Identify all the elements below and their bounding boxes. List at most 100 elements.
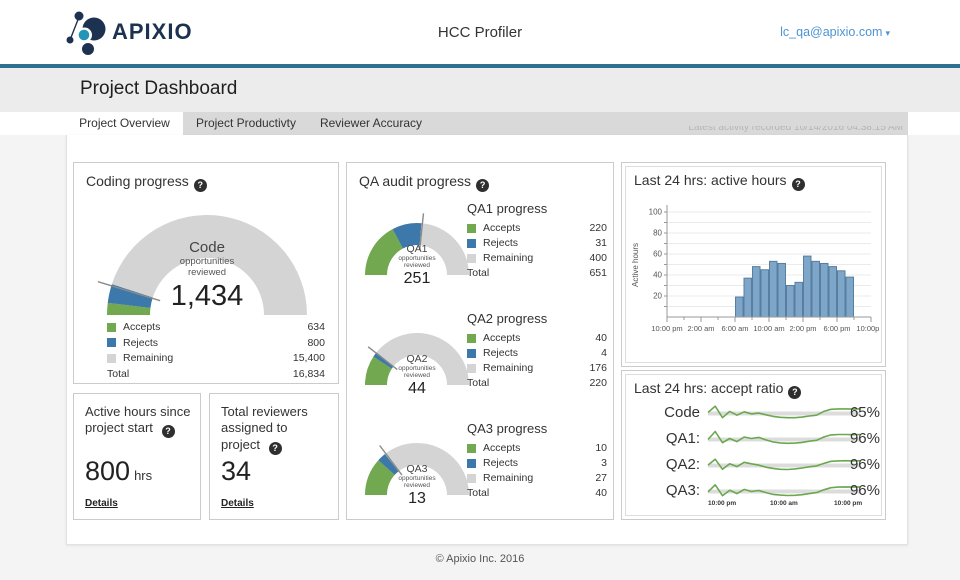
coding-gauge-center: Code opportunities reviewed 1,434 (170, 239, 244, 313)
qa3-gauge-chart (365, 443, 469, 495)
accept-ratio-panel: Last 24 hrs: accept ratio? Code 65% QA1:… (621, 370, 886, 520)
tab-strip: Project Overview Project Productivty Rev… (66, 112, 908, 135)
legend-row-total: Total 651 (467, 267, 607, 279)
qa1-gauge-chart (365, 213, 469, 275)
svg-text:2:00 pm: 2:00 pm (789, 324, 816, 333)
qa2-legend: QA2 progress Accepts 40 Rejects 4 Remainin… (467, 311, 607, 389)
legend-row-total: Total 40 (467, 487, 607, 499)
help-icon[interactable]: ? (791, 178, 805, 191)
rejects-swatch (467, 238, 476, 248)
legend-row-rejects: Rejects 4 (467, 347, 607, 359)
details-link[interactable]: Details (221, 498, 254, 509)
svg-text:10:00 am: 10:00 am (753, 324, 784, 333)
qa3-row: QA3 opportunities reviewed 13 QA3 progre… (355, 419, 607, 519)
legend-row-remaining: Remaining 15,400 (107, 352, 325, 364)
subheader-band: Project Dashboard (0, 68, 960, 112)
remaining-swatch (107, 353, 116, 363)
remaining-swatch (467, 473, 476, 483)
legend-row-accepts: Accepts 634 (107, 321, 325, 333)
svg-text:10:00 pm: 10:00 pm (651, 324, 682, 333)
active-hours-bar-chart: 20 40 60 80 100 10:00 pm 2:00 am 6:00 am 10:00 a… (631, 205, 879, 333)
help-icon[interactable]: ? (788, 386, 802, 399)
stat-title: Active hours since project start ? (85, 404, 191, 439)
legend-row-accepts: Accepts 40 (467, 332, 607, 344)
svg-text:60: 60 (653, 250, 662, 259)
code-sparkline (707, 405, 861, 419)
remaining-swatch (467, 363, 476, 373)
coding-progress-panel: Coding progress? Code opportunities revi… (73, 162, 339, 384)
qa2-gauge-chart (365, 333, 469, 385)
tab-row: Project Overview Project Productivty Rev… (0, 112, 960, 135)
caret-down-icon: ▾ (885, 28, 890, 38)
svg-text:6:00 am: 6:00 am (721, 324, 748, 333)
accepts-swatch (467, 223, 476, 233)
ratio-label: Code (664, 404, 700, 421)
svg-text:2:00 am: 2:00 am (687, 324, 714, 333)
ratio-value: 96% (849, 456, 880, 473)
tab-project-productivity[interactable]: Project Productivty (195, 116, 297, 130)
active-hours-stat-box: Active hours since project start ? 800 hr… (73, 393, 201, 520)
legend-row-remaining: Remaining 27 (467, 472, 607, 484)
coding-gauge-chart (97, 215, 307, 315)
qa3-sparkline (707, 484, 861, 497)
qa-audit-panel: QA audit progress? QA1 opportunities rev… (346, 162, 614, 520)
account-email: lc_qa@apixio.com (780, 25, 883, 39)
total-reviewers-stat-box: Total reviewers assigned to project ? 34… (209, 393, 339, 520)
qa3-legend: QA3 progress Accepts 10 Rejects 3 Remainin… (467, 421, 607, 499)
svg-text:40: 40 (653, 271, 662, 280)
brand-name: APIXIO (112, 19, 193, 44)
dashboard-content: Coding progress? Code opportunities revi… (66, 135, 908, 545)
ratio-value: 96% (849, 430, 880, 447)
apixio-logo-mark (66, 11, 106, 55)
ratio-row-qa2: QA2: 96% (632, 453, 880, 477)
legend-row-rejects: Rejects 3 (467, 457, 607, 469)
qa1-sparkline (707, 430, 861, 445)
ratio-row-code: Code 65% (632, 401, 880, 425)
qa1-legend: QA1 progress Accepts 220 Rejects 31 Remain… (467, 201, 607, 279)
copyright-footer: © Apixio Inc. 2016 (435, 553, 525, 565)
rejects-swatch (107, 338, 116, 347)
accepts-swatch (467, 333, 476, 343)
tab-reviewer-accuracy[interactable]: Reviewer Accuracy (319, 116, 423, 130)
remaining-swatch (467, 253, 476, 263)
qa2-sparkline (707, 458, 861, 471)
ratio-label: QA1: (665, 430, 700, 447)
ratio-value: 65% (849, 404, 880, 421)
clipped-refresh-line: Latest activity recorded 10/14/2016 04:3… (688, 126, 903, 132)
stat-title: Total reviewers assigned to project ? (221, 404, 308, 455)
svg-text:6:00 pm: 6:00 pm (823, 324, 850, 333)
svg-text:80: 80 (653, 229, 662, 238)
qa2-gauge-center: QA2 opportunities reviewed 44 (398, 353, 436, 398)
qa2-row: QA2 opportunities reviewed 44 QA2 progre… (355, 309, 607, 409)
apixio-logo: APIXIO (64, 8, 193, 56)
page-app-title: HCC Profiler (437, 24, 523, 41)
account-menu[interactable]: lc_qa@apixio.com ▾ (780, 25, 890, 39)
page-title: Project Dashboard (80, 78, 238, 99)
qa1-row: QA1 opportunities reviewed 251 QA1 progr… (355, 199, 607, 299)
stat-value: 800 hrs (85, 456, 153, 486)
coding-progress-title: Coding progress? (86, 173, 207, 192)
rejects-swatch (467, 458, 476, 468)
tab-project-overview[interactable]: Project Overview (66, 112, 183, 135)
accepts-swatch (467, 443, 476, 453)
help-icon[interactable]: ? (193, 179, 207, 192)
help-icon[interactable]: ? (268, 441, 282, 455)
svg-text:20: 20 (653, 292, 662, 301)
legend-row-remaining: Remaining 176 (467, 362, 607, 374)
details-link[interactable]: Details (85, 498, 118, 509)
rejects-swatch (467, 348, 476, 358)
app-header: APIXIO HCC Profiler lc_qa@apixio.com ▾ (0, 0, 960, 64)
help-icon[interactable]: ? (161, 425, 175, 439)
qa-audit-title: QA audit progress? (359, 173, 490, 192)
accepts-swatch (107, 322, 116, 332)
legend-row-remaining: Remaining 400 (467, 252, 607, 264)
legend-row-accepts: Accepts 10 (467, 442, 607, 454)
help-icon[interactable]: ? (476, 179, 490, 192)
legend-row-total: Total 220 (467, 377, 607, 389)
coding-legend: Accepts 634 Rejects 800 Remaining 15,400 To… (107, 321, 325, 383)
ratio-row-qa3: QA3: 96% (632, 479, 880, 503)
ratio-row-qa1: QA1: 96% (632, 427, 880, 451)
svg-text:100: 100 (649, 208, 663, 217)
ratio-label: QA2: (665, 456, 700, 473)
